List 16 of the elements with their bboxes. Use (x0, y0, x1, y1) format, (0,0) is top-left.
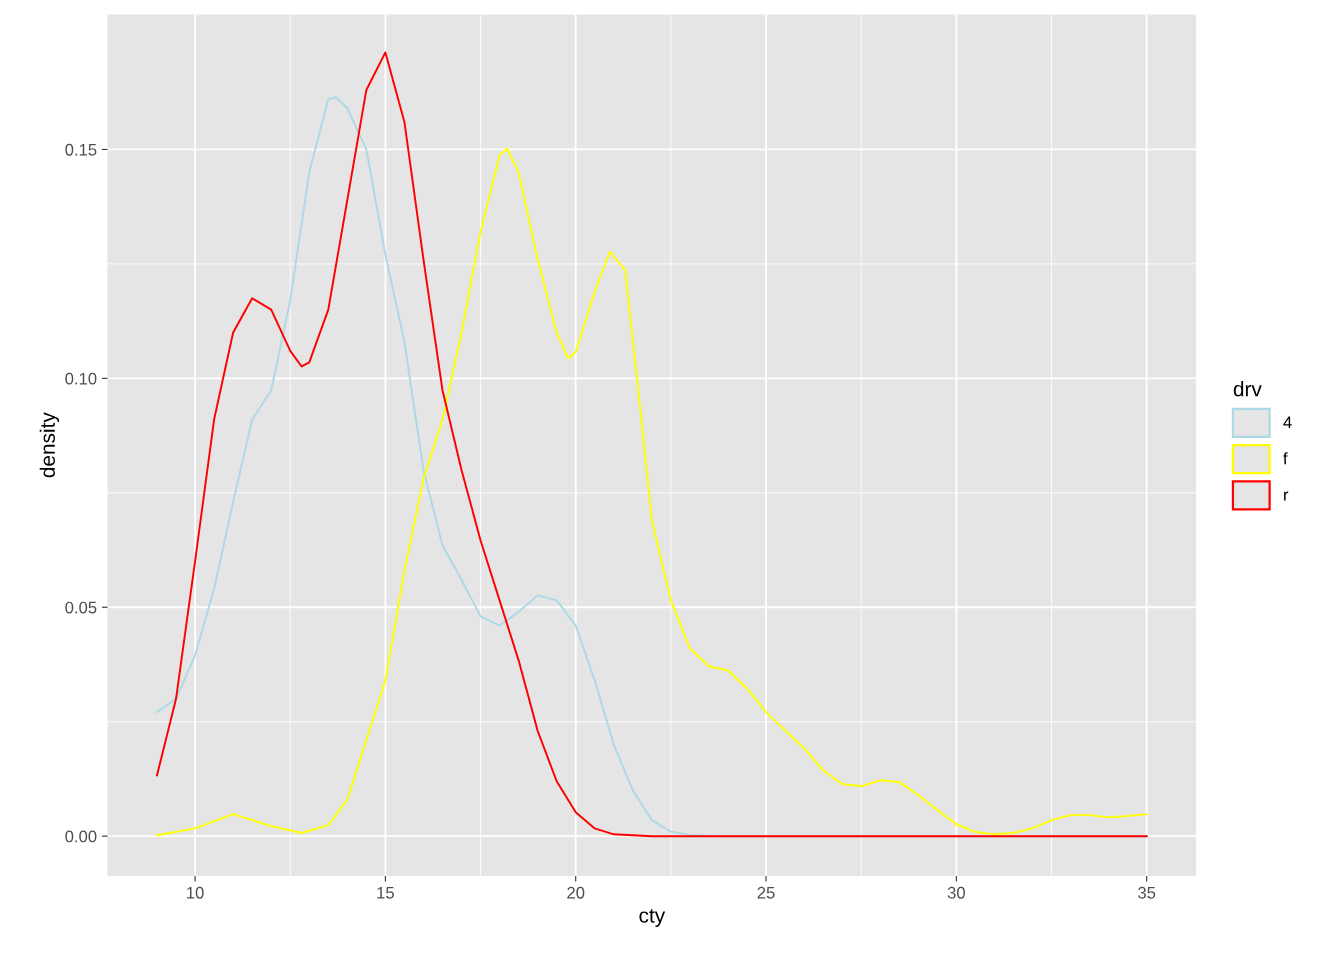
legend-label: r (1284, 491, 1289, 501)
x-tick-label: 30 (947, 886, 965, 899)
x-tick-label: 15 (377, 887, 394, 899)
y-axis-title: density (39, 412, 60, 478)
legend-label: 4 (1283, 416, 1292, 429)
y-tick-label: 0.15 (65, 143, 97, 156)
x-tick-label: 25 (757, 886, 775, 899)
y-tick-label: 0.10 (65, 372, 97, 385)
x-tick-label: 20 (567, 886, 585, 899)
y-tick-label: 0.05 (65, 601, 97, 614)
x-tick-label: 10 (187, 886, 204, 899)
legend-label: f (1283, 452, 1288, 465)
legend-title: drv (1233, 381, 1262, 397)
x-tick-label: 35 (1138, 886, 1156, 899)
x-axis-title: cty (639, 909, 666, 927)
y-tick-label: 0.00 (65, 830, 97, 843)
